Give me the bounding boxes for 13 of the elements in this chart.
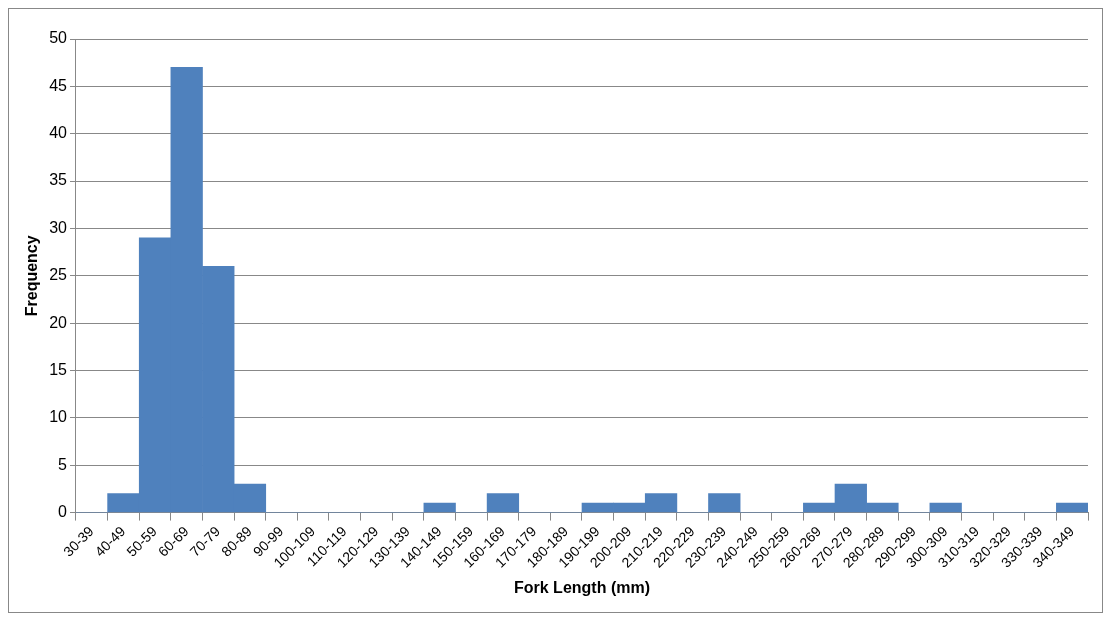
y-tick-label: 20 (49, 313, 68, 331)
y-tick-label: 30 (49, 218, 68, 236)
y-tick-label: 50 (49, 29, 68, 47)
y-tick-label: 10 (49, 408, 68, 426)
y-tick-label: 40 (49, 124, 68, 142)
y-axis-title: Frequency (23, 235, 41, 317)
x-axis-title: Fork Length (mm) (514, 578, 650, 596)
y-tick-label: 25 (49, 266, 68, 284)
y-tick-label: 35 (49, 171, 68, 189)
y-tick-label: 45 (49, 76, 68, 94)
y-tick-label: 15 (49, 360, 68, 378)
y-tick-label: 0 (58, 503, 68, 520)
y-tick-label: 5 (58, 455, 68, 473)
